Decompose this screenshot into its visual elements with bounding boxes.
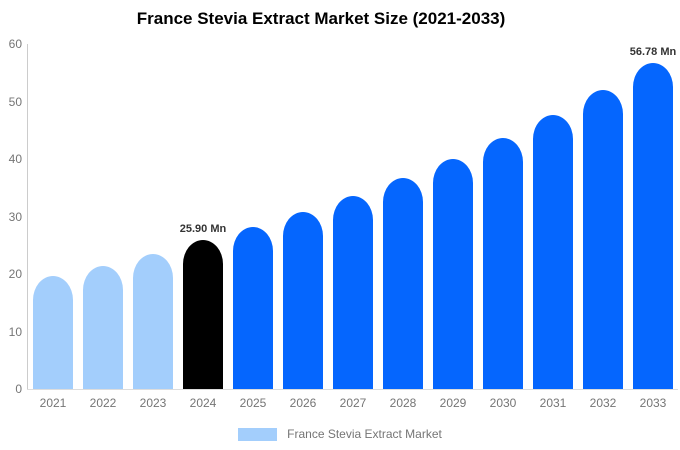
x-axis-line: [27, 389, 678, 390]
bar-2022: [83, 265, 123, 389]
bar-2032: [583, 90, 623, 389]
x-tick-label-2024: 2024: [189, 396, 217, 410]
bar-2024: [183, 240, 223, 389]
bar-2025: [233, 226, 273, 389]
x-tick-label-2032: 2032: [589, 396, 617, 410]
bar-2031: [533, 114, 573, 389]
bar-2027: [333, 195, 373, 389]
x-tick-label-2026: 2026: [289, 396, 317, 410]
bar-2028: [383, 177, 423, 389]
x-tick-label-2022: 2022: [89, 396, 117, 410]
bar-2021: [33, 276, 73, 389]
y-tick-label-0: 0: [15, 382, 22, 396]
value-label-2024: 25.90 Mn: [179, 223, 227, 236]
y-tick-label-50: 50: [8, 94, 22, 109]
legend-label: France Stevia Extract Market: [287, 427, 442, 441]
x-tick-label-2027: 2027: [339, 396, 367, 410]
y-tick-label-30: 30: [8, 209, 22, 224]
y-tick-label-60: 60: [8, 37, 22, 51]
x-tick-label-2028: 2028: [389, 396, 417, 410]
legend: France Stevia Extract Market: [0, 427, 680, 441]
bar-2026: [283, 211, 323, 389]
bar-2030: [483, 137, 523, 389]
y-tick-label-40: 40: [8, 152, 22, 166]
x-tick-label-2029: 2029: [439, 396, 467, 410]
x-tick-label-2031: 2031: [539, 396, 567, 410]
y-axis-line: [27, 44, 28, 389]
bar-2033: [633, 62, 673, 389]
x-tick-label-2025: 2025: [239, 396, 267, 410]
bar-2023: [133, 253, 173, 389]
x-tick-label-2021: 2021: [39, 396, 67, 410]
y-tick-label-10: 10: [8, 324, 22, 339]
value-label-2033: 56.78 Mn: [629, 45, 677, 58]
x-tick-label-2033: 2033: [639, 396, 667, 410]
y-tick-label-20: 20: [8, 267, 22, 281]
bar-2029: [433, 159, 473, 389]
x-tick-label-2030: 2030: [489, 396, 517, 410]
legend-swatch: [238, 427, 278, 441]
x-tick-label-2023: 2023: [139, 396, 167, 410]
chart-title: France Stevia Extract Market Size (2021-…: [136, 9, 506, 28]
